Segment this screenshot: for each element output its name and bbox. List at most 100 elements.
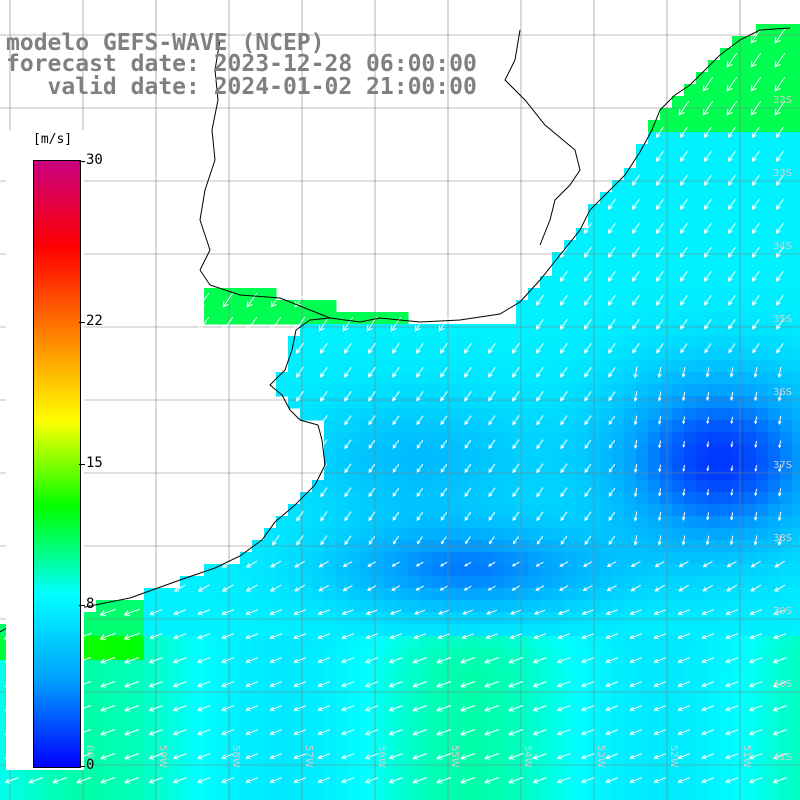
wind-cell [744,480,757,493]
wind-cell [528,336,541,349]
wind-cell [276,732,289,745]
wind-cell [672,144,685,157]
wind-cell [324,384,337,397]
wind-cell [636,780,649,793]
wind-cell [612,648,625,661]
wind-cell [228,588,241,601]
wind-arrow [705,367,710,378]
wind-arrow [512,511,520,522]
wind-arrow [633,415,638,426]
wind-cell [192,624,205,637]
wind-cell [336,672,349,685]
wind-arrow [605,681,619,688]
wind-cell [396,564,409,577]
wind-cell [84,672,97,685]
wind-cell [540,408,553,421]
wind-cell [696,456,709,469]
wind-arrow [706,465,710,472]
wind-arrow [52,777,68,784]
wind-cell [408,564,421,577]
wind-cell [672,768,685,781]
wind-arrow [484,657,500,664]
wind-cell [708,132,721,145]
wind-cell [792,444,800,457]
wind-cell [552,624,565,637]
wind-cell [312,732,325,745]
wind-cell [348,684,361,697]
wind-cell [564,708,577,721]
wind-cell [732,324,745,337]
wind-cell [360,600,373,613]
wind-cell [312,684,325,697]
coastline-uruguay-brazil [0,27,791,633]
wind-cell [432,480,445,493]
wind-cell [192,600,205,613]
wind-cell [648,672,661,685]
wind-arrow [294,316,306,332]
wind-cell [384,480,397,493]
wind-cell [648,564,661,577]
wind-cell [636,648,649,661]
wind-arrow [342,584,353,592]
wind-cell [516,624,529,637]
wind-cell [516,648,529,661]
wind-cell [612,420,625,433]
wind-cell [432,336,445,349]
wind-cell [672,432,685,445]
wind-arrow [318,560,329,568]
wind-arrow [293,681,306,688]
wind-cell [756,480,769,493]
wind-cell [540,660,553,673]
wind-cell [528,612,541,625]
wind-cell [744,612,757,625]
wind-arrow [701,777,715,784]
wind-cell [576,408,589,421]
wind-cell [780,744,793,757]
wind-cell [132,744,145,757]
wind-cell [432,600,445,613]
wind-cell [156,624,169,637]
wind-cell [732,600,745,613]
wind-arrow [727,318,736,330]
wind-cell [768,216,781,229]
wind-cell [540,636,553,649]
wind-cell [552,288,565,301]
wind-cell [180,684,193,697]
wind-cell [756,192,769,205]
wind-cell [516,552,529,565]
wind-arrow [559,294,569,306]
wind-cell [780,504,793,517]
wind-cell [720,444,733,457]
wind-cell [372,480,385,493]
wind-cell [168,648,181,661]
wind-cell [540,600,553,613]
wind-cell [324,744,337,757]
wind-cell [684,192,697,205]
wind-arrow [701,753,715,760]
wind-cell [576,792,589,800]
wind-cell [612,360,625,373]
wind-cell [552,312,565,325]
wind-cell [648,456,661,469]
wind-cell [624,420,637,433]
wind-cell [780,648,793,661]
wind-arrow [124,777,140,784]
wind-cell [516,444,529,457]
wind-cell [300,384,313,397]
wind-arrow [658,464,662,473]
wind-cell [408,432,421,445]
wind-cell [768,24,781,37]
wind-cell [372,420,385,433]
wind-cell [264,792,277,800]
wind-arrow [775,174,785,187]
wind-cell [72,768,85,781]
wind-cell [720,288,733,301]
wind-cell [360,648,373,661]
wind-cell [372,612,385,625]
wind-cell [300,744,313,757]
wind-cell [432,636,445,649]
wind-cell [492,348,505,361]
wind-cell [432,744,445,757]
wind-cell [576,360,589,373]
wind-arrow [772,681,787,688]
